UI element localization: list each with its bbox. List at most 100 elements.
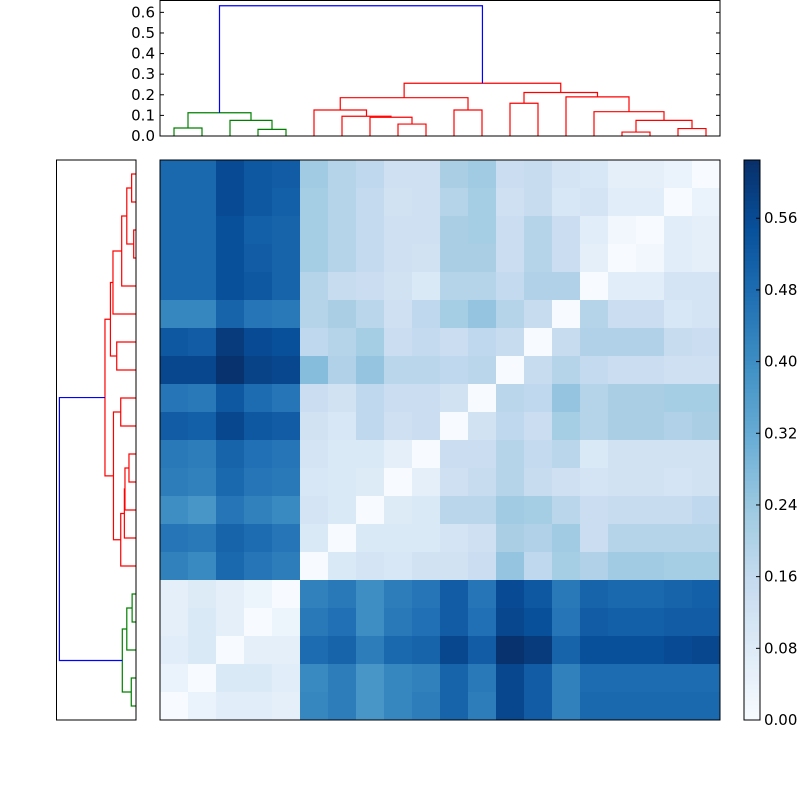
heatmap-cell	[608, 300, 637, 329]
heatmap-cell	[356, 496, 385, 525]
colorbar-segment	[744, 372, 760, 377]
heatmap-cell	[552, 468, 581, 497]
heatmap-cell	[552, 188, 581, 217]
heatmap-cell	[328, 664, 357, 693]
colorbar-segment	[744, 612, 760, 617]
heatmap-cell	[636, 468, 665, 497]
colorbar-segment	[744, 344, 760, 349]
heatmap-cell	[496, 608, 525, 637]
heatmap-cell	[244, 244, 273, 273]
colorbar-segment	[744, 352, 760, 357]
colorbar	[743, 159, 761, 721]
heatmap-cell	[188, 328, 217, 357]
heatmap-cell	[384, 384, 413, 413]
heatmap-cell	[412, 440, 441, 469]
heatmap-cell	[300, 636, 329, 665]
heatmap-cell	[300, 160, 329, 189]
heatmap-cell	[300, 524, 329, 553]
heatmap-cell	[160, 580, 189, 609]
heatmap-cell	[160, 160, 189, 189]
heatmap-cell	[496, 552, 525, 581]
colorbar-segment	[744, 376, 760, 381]
heatmap-cell	[524, 272, 553, 301]
heatmap-cell	[692, 664, 721, 693]
left-dendrogram-link	[58, 396, 123, 662]
heatmap-cell	[300, 440, 329, 469]
heatmap-cell	[608, 496, 637, 525]
colorbar-segment	[744, 544, 760, 549]
heatmap-cell	[692, 580, 721, 609]
colorbar-segment	[744, 384, 760, 389]
heatmap-cell	[244, 636, 273, 665]
heatmap-cell	[160, 552, 189, 581]
heatmap-cell	[160, 496, 189, 525]
colorbar-segment	[744, 452, 760, 457]
heatmap-cell	[524, 552, 553, 581]
heatmap-cell	[692, 524, 721, 553]
heatmap-frame	[159, 159, 721, 721]
heatmap-cell	[524, 468, 553, 497]
heatmap-cell	[552, 384, 581, 413]
heatmap-cell	[328, 636, 357, 665]
colorbar-segment	[744, 552, 760, 557]
heatmap-cell	[244, 160, 273, 189]
colorbar-segment	[744, 680, 760, 685]
colorbar-segment	[744, 164, 760, 169]
heatmap-cell	[160, 412, 189, 441]
colorbar-segment	[744, 268, 760, 273]
top-dendrogram-link	[173, 127, 203, 136]
heatmap-cell	[552, 216, 581, 245]
colorbar-segment	[744, 660, 760, 665]
top-dendrogram-link	[621, 131, 651, 136]
heatmap-cell	[468, 272, 497, 301]
top-dendrogram-link	[677, 127, 707, 136]
heatmap-cell	[216, 636, 245, 665]
heatmap-cell	[440, 496, 469, 525]
heatmap-cell	[636, 216, 665, 245]
heatmap-cell	[328, 244, 357, 273]
heatmap-cell	[244, 692, 273, 721]
heatmap-cell	[608, 636, 637, 665]
colorbar-tick-label: 0.00	[764, 711, 797, 729]
colorbar-axis: 0.00 0.08 0.16 0.24 0.32 0.40 0.48 0.56	[756, 209, 797, 729]
colorbar-segment	[744, 320, 760, 325]
heatmap-cell	[496, 664, 525, 693]
heatmap-cell	[160, 216, 189, 245]
heatmap-cell	[692, 636, 721, 665]
heatmap-cell	[636, 580, 665, 609]
colorbar-segment	[744, 692, 760, 697]
heatmap-cell	[160, 440, 189, 469]
top-dendrogram-link	[341, 115, 392, 136]
heatmap-cell	[608, 524, 637, 553]
heatmap-cell	[188, 216, 217, 245]
heatmap-cell	[300, 412, 329, 441]
heatmap-cell	[636, 440, 665, 469]
colorbar-segment	[744, 472, 760, 477]
left-dendrogram-link	[104, 318, 114, 477]
heatmap-cell	[412, 244, 441, 273]
colorbar-segment	[744, 548, 760, 553]
colorbar-segment	[744, 716, 760, 721]
heatmap-cell	[552, 692, 581, 721]
heatmap-cell	[160, 328, 189, 357]
top-dendrogram-link	[509, 102, 539, 136]
colorbar-segment	[744, 324, 760, 329]
heatmap-cell	[188, 524, 217, 553]
heatmap-cell	[384, 468, 413, 497]
heatmap-cell	[412, 636, 441, 665]
heatmap-cell	[412, 412, 441, 441]
left-dendrogram-link	[121, 215, 136, 287]
heatmap-cell	[216, 496, 245, 525]
heatmap-cell	[440, 440, 469, 469]
heatmap-cell	[328, 692, 357, 721]
heatmap-cell	[580, 300, 609, 329]
heatmap-cell	[384, 580, 413, 609]
heatmap-cell	[328, 328, 357, 357]
heatmap	[159, 159, 721, 721]
heatmap-cell	[216, 664, 245, 693]
heatmap-cell	[552, 664, 581, 693]
colorbar-segment	[744, 224, 760, 229]
heatmap-cell	[636, 636, 665, 665]
heatmap-cell	[468, 216, 497, 245]
colorbar-segment	[744, 248, 760, 253]
